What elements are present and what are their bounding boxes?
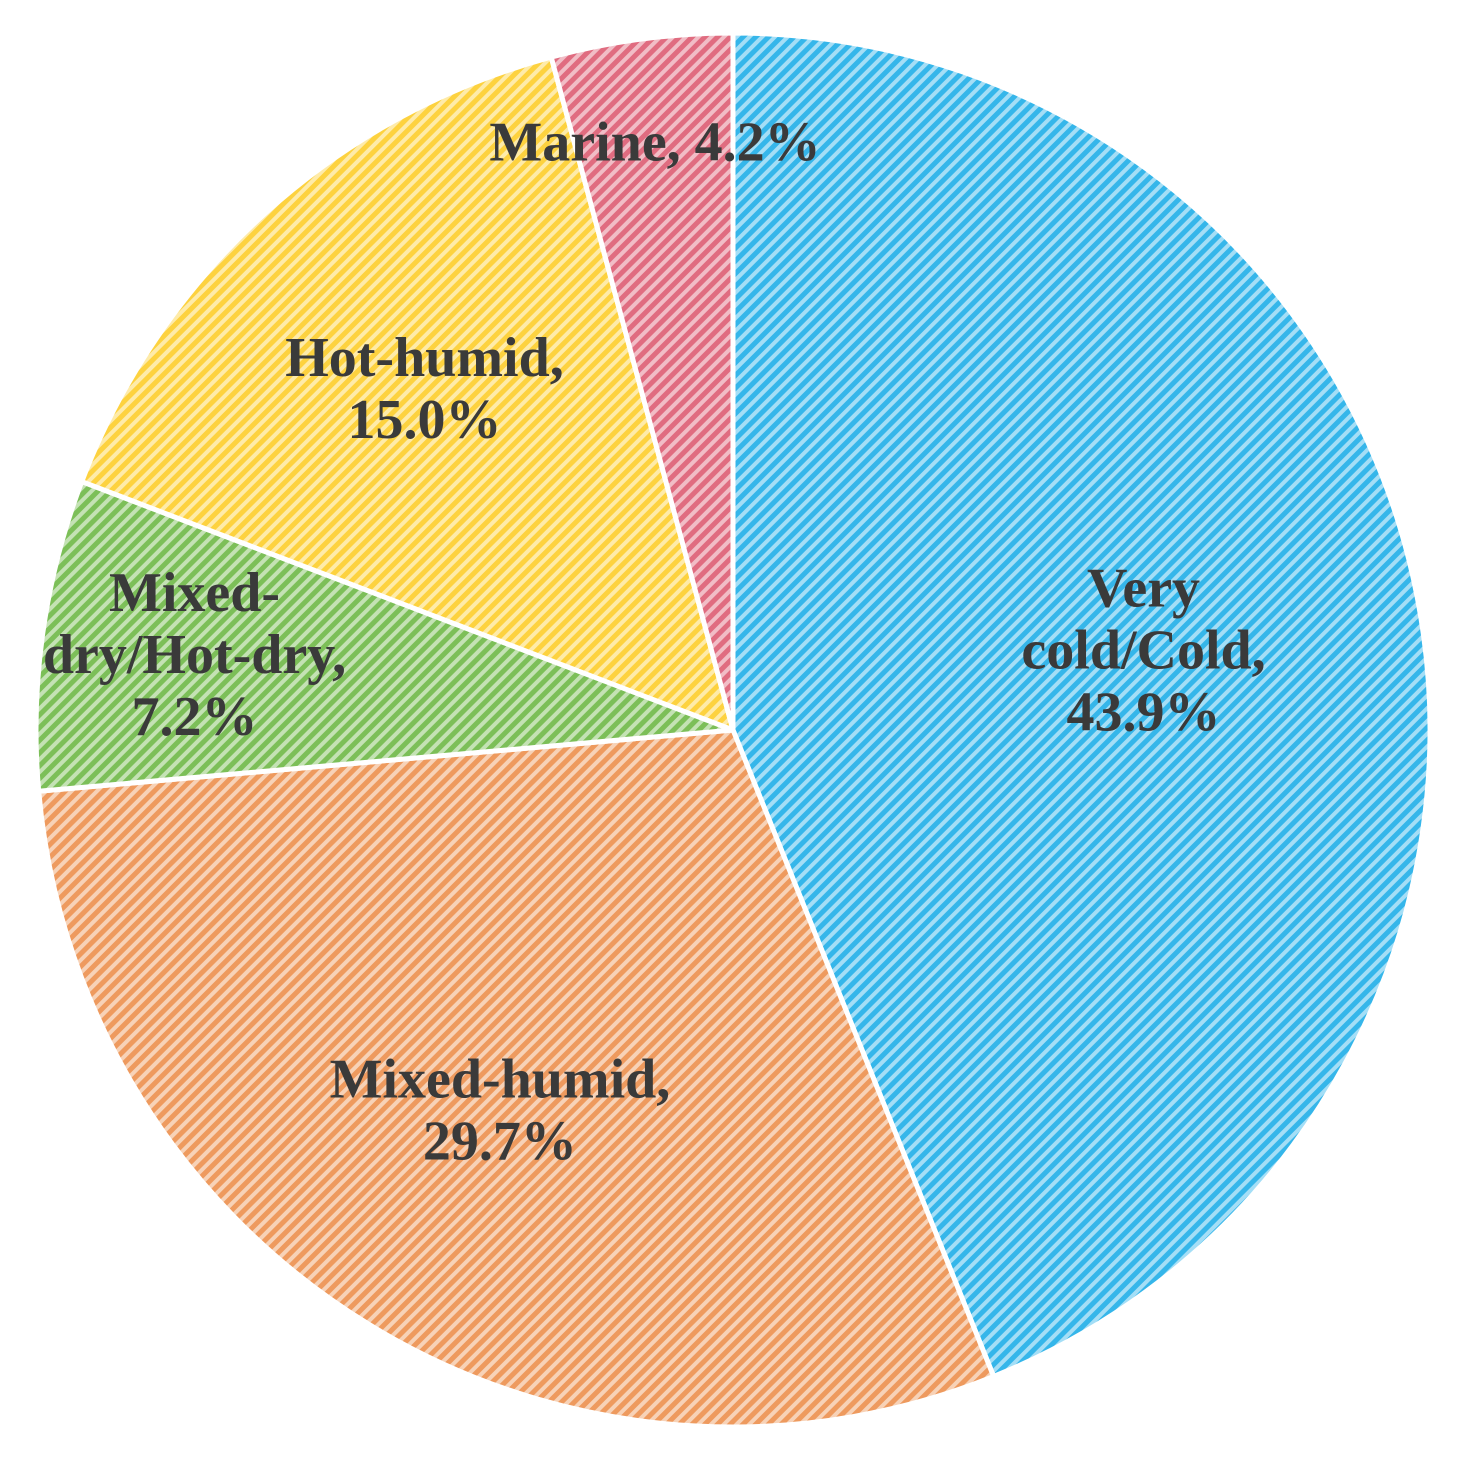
pie-slice-very-cold-cold bbox=[730, 30, 1433, 1379]
pie-slice-mixed-humid bbox=[36, 727, 997, 1430]
pie-slice-hot-humid bbox=[79, 54, 736, 733]
slice-label-line: 7.2% bbox=[132, 686, 258, 748]
slice-label-line: dry/Hot-dry, bbox=[43, 624, 346, 686]
slice-label-line: Mixed- bbox=[109, 562, 280, 624]
slice-label-very-cold-cold: Very cold/Cold, 43.9% bbox=[1021, 557, 1265, 743]
pie-slice-mixed-dry-hot-dry bbox=[33, 479, 736, 794]
slice-label-mixed-humid: Mixed-humid, 29.7% bbox=[330, 1048, 671, 1172]
slice-label-hot-humid: Hot-humid, 15.0% bbox=[285, 327, 564, 451]
slice-label-line: cold/Cold, bbox=[1021, 619, 1265, 681]
slice-label-line: Very bbox=[1087, 557, 1200, 619]
slice-label-mixed-dry-hot-dry: Mixed-dry/Hot-dry, 7.2% bbox=[43, 562, 346, 748]
slice-label-line: Mixed-humid, bbox=[330, 1048, 671, 1110]
pie-slices bbox=[33, 30, 1433, 1430]
pie-labels: Very cold/Cold, 43.9%Mixed-humid, 29.7%Mixe… bbox=[43, 112, 1266, 1173]
pie-slice-marine bbox=[548, 30, 736, 733]
slice-label-line: Hot-humid, bbox=[285, 327, 564, 389]
slice-label-line: 15.0% bbox=[347, 389, 501, 451]
slice-label-line: Marine, 4.2% bbox=[489, 112, 820, 174]
slice-label-line: 43.9% bbox=[1067, 681, 1221, 743]
slice-label-line: 29.7% bbox=[423, 1110, 577, 1172]
slice-label-marine: Marine, 4.2% bbox=[489, 112, 820, 174]
